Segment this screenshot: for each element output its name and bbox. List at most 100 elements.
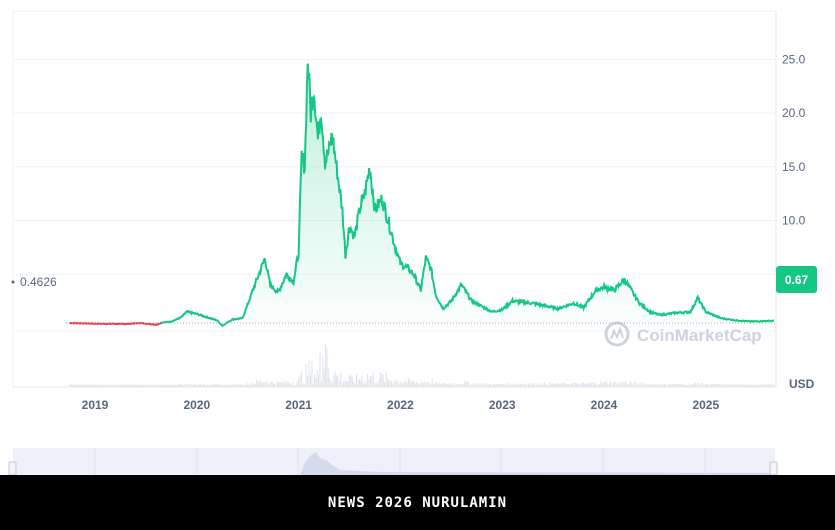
volume-bar xyxy=(436,381,438,387)
volume-bar xyxy=(441,383,443,387)
volume-bar xyxy=(434,382,436,387)
volume-bar xyxy=(144,384,146,387)
volume-bar xyxy=(70,384,72,387)
volume-bar xyxy=(310,375,312,387)
volume-bar xyxy=(332,382,334,387)
volume-bar xyxy=(388,379,390,387)
volume-bar xyxy=(238,384,240,387)
navigator-left-handle[interactable] xyxy=(8,461,17,475)
volume-bar xyxy=(491,384,493,387)
volume-bar xyxy=(489,383,491,387)
volume-bar xyxy=(280,381,282,387)
volume-bar xyxy=(216,384,218,387)
volume-bar xyxy=(592,382,594,387)
volume-bar xyxy=(261,382,263,387)
volume-bar xyxy=(700,383,702,387)
volume-bar xyxy=(552,383,554,387)
volume-bar xyxy=(666,384,668,387)
volume-bar xyxy=(758,384,760,387)
volume-bar xyxy=(742,384,744,387)
volume-bar xyxy=(697,383,699,387)
volume-bar xyxy=(667,384,669,387)
coinmarketcap-watermark: CoinMarketCap xyxy=(604,321,762,347)
volume-bar xyxy=(719,383,721,387)
volume-bar xyxy=(751,384,753,387)
range-navigator[interactable] xyxy=(8,448,778,475)
volume-bar xyxy=(711,384,713,387)
volume-bar xyxy=(192,384,194,387)
volume-bar xyxy=(256,379,258,387)
volume-bar xyxy=(629,381,631,387)
x-axis-ticks: 2019 2020 2021 2022 2023 2024 2025 xyxy=(82,398,720,412)
volume-bar xyxy=(601,383,603,387)
volume-bar xyxy=(421,382,423,387)
volume-bar xyxy=(530,382,532,387)
volume-bar xyxy=(308,359,310,387)
volume-bar xyxy=(229,384,231,387)
volume-bar xyxy=(354,383,356,387)
volume-bar xyxy=(721,384,723,387)
x-tick-label: 2024 xyxy=(591,398,618,412)
volume-bar xyxy=(271,381,273,387)
x-tick-label: 2019 xyxy=(82,398,109,412)
volume-bar xyxy=(506,382,508,387)
volume-bar xyxy=(234,384,236,387)
volume-bar xyxy=(425,382,427,387)
volume-bar xyxy=(242,384,244,387)
volume-bar xyxy=(118,384,120,387)
volume-bar xyxy=(158,384,160,387)
volume-bar xyxy=(178,383,180,387)
volume-bar xyxy=(123,384,125,387)
volume-bar xyxy=(264,382,266,387)
volume-bar xyxy=(227,384,229,387)
volume-bar xyxy=(131,384,133,387)
volume-bar xyxy=(518,384,520,387)
volume-bar xyxy=(754,384,756,387)
volume-bar xyxy=(302,383,304,387)
volume-bar xyxy=(276,381,278,387)
volume-bar xyxy=(205,384,207,387)
volume-bar xyxy=(635,381,637,387)
x-tick-label: 2023 xyxy=(489,398,516,412)
volume-bar xyxy=(127,384,129,387)
volume-bar xyxy=(208,384,210,387)
volume-bar xyxy=(371,375,373,387)
volume-bar xyxy=(157,384,159,387)
volume-bar xyxy=(165,384,167,387)
current-price-label: 0.67 xyxy=(785,273,809,287)
volume-bar xyxy=(507,384,509,387)
volume-bar xyxy=(532,384,534,387)
volume-bar xyxy=(685,384,687,387)
volume-bar xyxy=(346,381,348,387)
price-lines xyxy=(69,63,775,328)
volume-bar xyxy=(622,381,624,387)
volume-bar xyxy=(322,356,324,387)
volume-bar xyxy=(101,384,103,387)
volume-bar xyxy=(658,384,660,387)
volume-bar xyxy=(393,382,395,387)
volume-bar xyxy=(120,384,122,387)
volume-bar xyxy=(732,384,734,387)
volume-bar xyxy=(109,384,111,387)
volume-bar xyxy=(245,384,247,387)
volume-bar xyxy=(313,374,315,387)
volume-bar xyxy=(529,384,531,387)
volume-bar xyxy=(584,383,586,387)
volume-bar xyxy=(687,384,689,387)
volume-bar xyxy=(523,383,525,387)
volume-bar xyxy=(285,382,287,387)
volume-bar xyxy=(657,384,659,387)
volume-bar xyxy=(499,383,501,387)
volume-bar xyxy=(126,384,128,387)
volume-bar xyxy=(198,383,200,387)
volume-bar xyxy=(97,384,99,387)
volume-bar xyxy=(638,384,640,387)
volume-bar xyxy=(675,383,677,387)
volume-bar xyxy=(442,383,444,387)
volume-bar xyxy=(569,384,571,387)
navigator-right-handle[interactable] xyxy=(769,461,778,475)
volume-bar xyxy=(562,382,564,387)
volume-bar xyxy=(317,374,319,387)
volume-bar xyxy=(350,374,352,387)
volume-bar xyxy=(627,384,629,387)
